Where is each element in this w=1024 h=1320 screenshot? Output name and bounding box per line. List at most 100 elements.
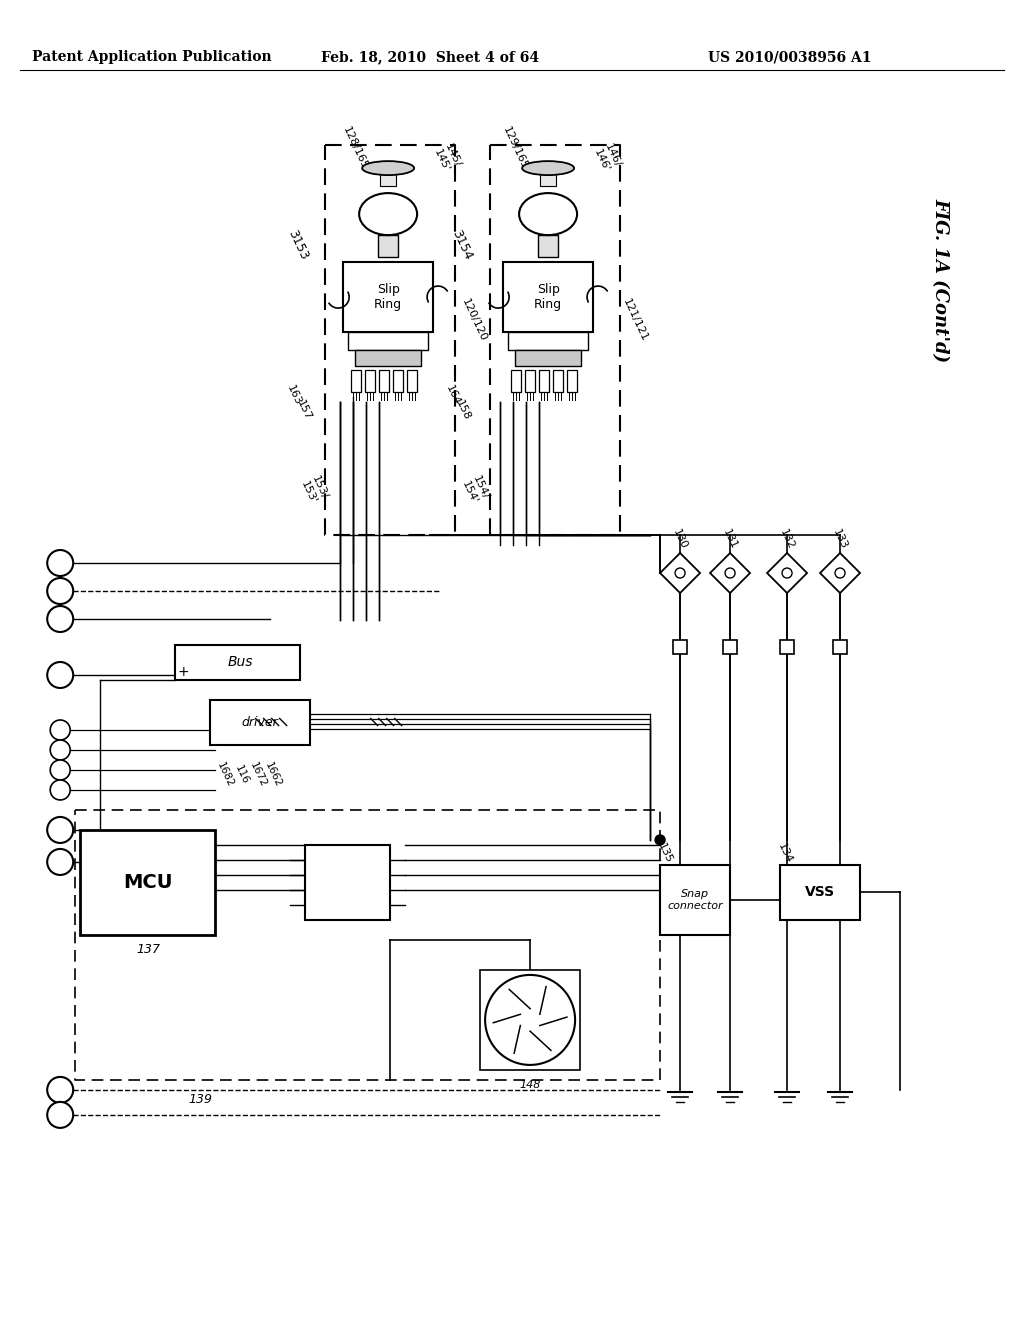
Polygon shape [767,553,807,593]
Polygon shape [660,553,700,593]
Text: 3154: 3154 [449,228,474,263]
Text: +: + [177,665,189,678]
Text: Slip
Ring: Slip Ring [374,282,402,312]
Text: K: K [56,586,65,597]
Text: Bus: Bus [227,656,253,669]
Circle shape [50,780,71,800]
Text: D: D [55,825,65,836]
Circle shape [47,1077,73,1104]
Bar [343,263,433,333]
Text: I: I [58,671,62,680]
Text: 139: 139 [188,1093,212,1106]
Bar [508,333,588,350]
Ellipse shape [362,161,414,176]
Text: 164: 164 [444,383,462,407]
Circle shape [725,568,735,578]
Text: M: M [379,205,397,223]
Text: 135: 135 [656,841,674,865]
Text: G: G [56,744,65,755]
Text: J: J [58,614,62,624]
Bar [80,830,215,935]
Circle shape [47,606,73,632]
Text: 1662: 1662 [263,760,284,789]
Text: Snap
connector: Snap connector [668,890,723,911]
Text: F: F [57,766,63,775]
Text: A: A [56,1110,65,1119]
Circle shape [655,836,665,845]
Text: M: M [540,205,557,223]
Bar [408,370,417,392]
Bar [305,845,390,920]
Circle shape [50,760,71,780]
Text: 129/165: 129/165 [501,125,529,172]
Text: 130: 130 [671,528,689,550]
Text: 116: 116 [233,764,251,787]
Bar [366,370,375,392]
Text: B: B [56,1085,65,1094]
Bar [210,700,310,744]
Bar [834,640,847,653]
Bar [723,640,737,653]
Text: 128/165: 128/165 [341,125,370,172]
Text: C: C [56,857,65,867]
Bar [379,370,389,392]
Bar [503,263,593,333]
Text: US 2010/0038956 A1: US 2010/0038956 A1 [709,50,871,65]
Bar [540,168,556,186]
Circle shape [485,975,575,1065]
Circle shape [47,849,73,875]
Bar [378,235,398,257]
Bar [539,370,549,392]
Bar [660,865,730,935]
Text: 148: 148 [519,1080,541,1090]
Text: L: L [56,558,63,568]
Bar [175,645,300,680]
Bar [538,235,558,257]
Bar [511,370,521,392]
Bar [525,370,536,392]
Bar [355,350,421,366]
Circle shape [47,663,73,688]
Bar [380,168,396,186]
Text: VSS: VSS [805,886,836,899]
Text: 3153: 3153 [285,228,310,263]
Text: FIG. 1A (Cont'd): FIG. 1A (Cont'd) [931,198,949,362]
Text: E: E [57,785,63,795]
Text: 163: 163 [286,383,303,407]
Circle shape [47,817,73,843]
Text: 1682: 1682 [215,760,236,789]
Text: MCU: MCU [124,873,173,892]
Text: 133: 133 [831,528,849,550]
Text: 137: 137 [136,944,160,957]
Text: 134: 134 [776,841,794,865]
Circle shape [782,568,792,578]
Text: 132: 132 [778,527,796,550]
Text: 154/
154': 154/ 154' [460,474,490,506]
Bar [351,370,361,392]
Bar [515,350,581,366]
Ellipse shape [522,161,574,176]
Ellipse shape [519,193,578,235]
Bar [393,370,403,392]
Text: Patent Application Publication: Patent Application Publication [33,50,272,65]
Text: 120/120: 120/120 [460,297,488,343]
Text: 146/
146': 146/ 146' [592,143,623,174]
Circle shape [50,719,71,741]
Bar [673,640,687,653]
Text: 158: 158 [454,399,472,421]
Text: 1672: 1672 [248,760,268,789]
Text: 121/121: 121/121 [622,297,649,343]
Text: driver: driver [242,715,279,729]
Text: 131: 131 [721,528,739,550]
Polygon shape [820,553,860,593]
Polygon shape [710,553,750,593]
Text: 145/
145': 145/ 145' [432,143,462,174]
Circle shape [47,578,73,605]
Text: Feb. 18, 2010  Sheet 4 of 64: Feb. 18, 2010 Sheet 4 of 64 [322,50,540,65]
Circle shape [47,550,73,576]
Bar [348,333,428,350]
Circle shape [47,1102,73,1127]
Text: 157: 157 [295,399,313,421]
Bar [553,370,563,392]
Bar [567,370,578,392]
